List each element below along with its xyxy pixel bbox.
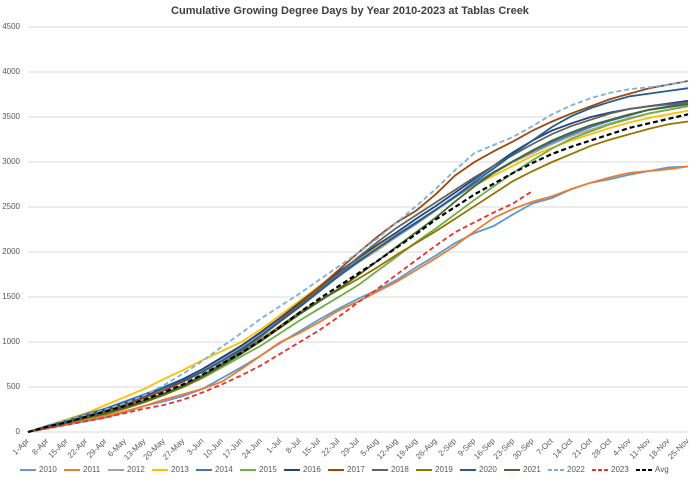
y-tick-label: 3500: [2, 112, 20, 121]
legend-label: 2016: [303, 465, 321, 474]
x-tick-label: 22-Jul: [320, 436, 342, 458]
series-line: [27, 80, 689, 433]
legend-label: Avg: [655, 465, 669, 474]
x-tick-label: 24-Jun: [240, 437, 264, 461]
x-tick-label: 25-Nov: [666, 437, 691, 462]
series-line: [27, 165, 689, 433]
y-tick-label: 3000: [2, 157, 20, 166]
x-tick-label: 22-Apr: [66, 436, 90, 460]
chart-title: Cumulative Growing Degree Days by Year 2…: [171, 5, 530, 17]
series-line: [27, 113, 689, 434]
series-line: [27, 101, 689, 433]
legend-label: 2014: [215, 465, 233, 474]
series-line: [27, 190, 534, 433]
y-tick-label: 2500: [2, 202, 20, 211]
legend-label: 2020: [479, 465, 497, 474]
legend-label: 2012: [127, 465, 145, 474]
series-line: [27, 105, 689, 433]
y-tick-label: 1000: [2, 337, 20, 346]
x-tick-label: 28-Oct: [590, 436, 614, 460]
series-line: [27, 165, 689, 433]
legend-label: 2018: [391, 465, 409, 474]
series-line: [27, 105, 689, 433]
x-tick-label: 21-Oct: [571, 436, 595, 460]
x-tick-label: 10-Jun: [201, 437, 225, 461]
series-line: [27, 120, 689, 433]
y-tick-label: 1500: [2, 292, 20, 301]
legend-label: 2019: [435, 465, 453, 474]
y-tick-label: 4500: [2, 22, 20, 31]
legend-label: 2010: [39, 465, 57, 474]
series-line: [27, 101, 689, 433]
series-line: [27, 103, 689, 433]
x-tick-label: 15-Jul: [300, 436, 322, 458]
legend-label: 2011: [83, 465, 101, 474]
x-tick-label: 26-Aug: [414, 437, 439, 462]
legend-label: 2015: [259, 465, 277, 474]
y-tick-label: 4000: [2, 67, 20, 76]
x-tick-label: 2-Sep: [436, 436, 458, 458]
x-tick-label: 27-May: [161, 437, 186, 462]
y-tick-label: 0: [16, 427, 21, 436]
y-tick-label: 500: [7, 382, 21, 391]
legend-label: 2021: [523, 465, 541, 474]
legend-label: 2017: [347, 465, 365, 474]
x-tick-label: 17-Jun: [221, 437, 245, 461]
x-tick-label: 30-Sep: [511, 436, 536, 461]
x-tick-label: 1-Apr: [11, 436, 31, 456]
series-line: [27, 109, 689, 433]
x-tick-label: 29-Jul: [339, 436, 361, 458]
x-tick-label: 15-Apr: [46, 436, 70, 460]
x-tick-label: 29-Apr: [85, 436, 109, 460]
legend-label: 2022: [567, 465, 585, 474]
x-tick-label: 1-Jul: [265, 436, 284, 455]
legend-label: 2023: [611, 465, 629, 474]
series-line: [27, 99, 689, 433]
legend-label: 2013: [171, 465, 189, 474]
x-tick-label: 14-Oct: [551, 436, 575, 460]
y-tick-label: 2000: [2, 247, 20, 256]
